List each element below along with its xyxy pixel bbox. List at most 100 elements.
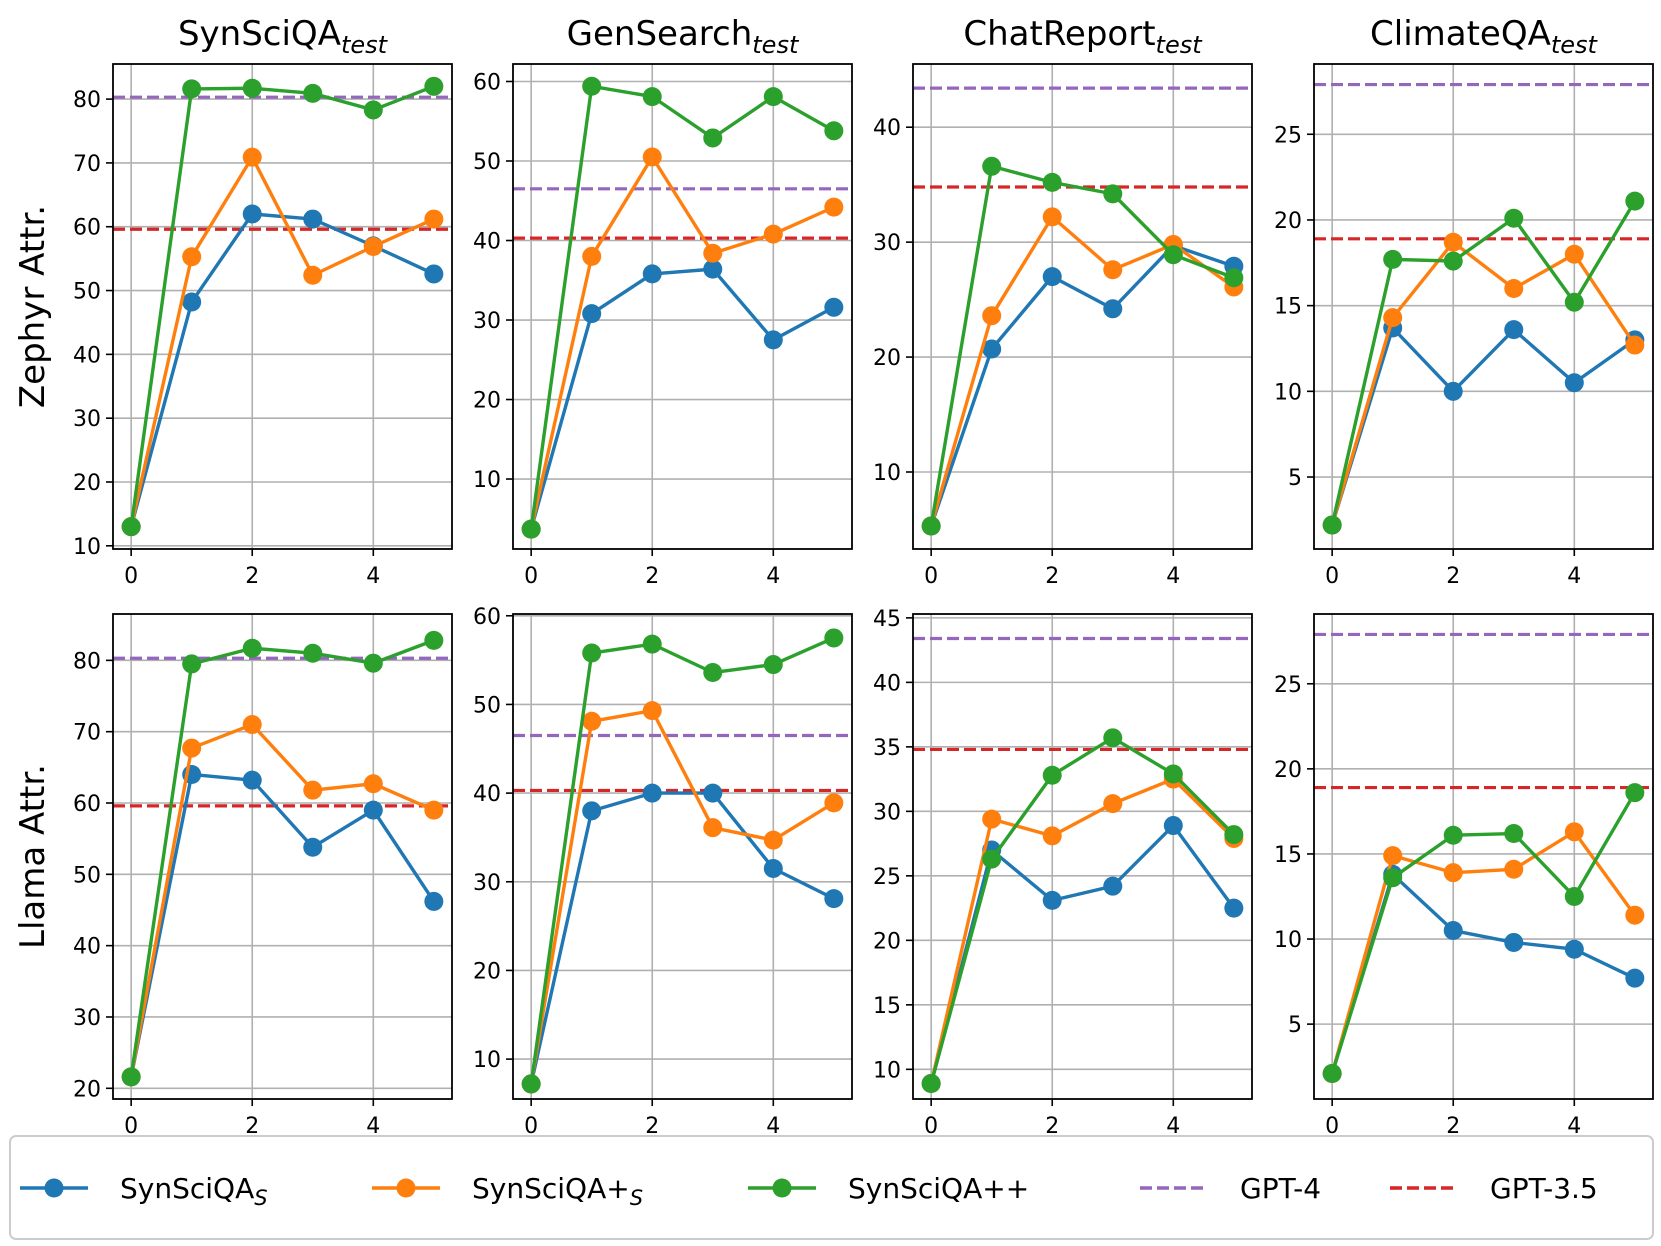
s2-data-point — [1564, 822, 1584, 842]
y-tick-label: 70 — [73, 152, 101, 177]
panel-0-3: 0 2 4 5 10 15 20 25 — [1274, 63, 1654, 589]
s1-data-point — [1504, 932, 1524, 952]
y-tick-label: 50 — [473, 693, 501, 718]
s2-series-line — [129, 722, 435, 1078]
s1-data-point — [582, 801, 602, 821]
s3-data-point — [582, 76, 602, 96]
s1-data-point — [1103, 299, 1123, 319]
s1-data-point — [1625, 968, 1645, 988]
x-tick-label: 4 — [366, 564, 380, 589]
s2-data-point — [1383, 846, 1403, 866]
axes-frame — [912, 63, 1253, 550]
s1-series-line — [929, 243, 1235, 527]
y-tick-label: 80 — [73, 88, 101, 113]
panel-0-1: 0 2 4 10 20 30 40 50 60 — [473, 63, 853, 589]
s1-data-point — [182, 292, 202, 312]
y-tick-label: 10 — [873, 1058, 901, 1083]
y-tick-label: 30 — [473, 871, 501, 896]
s3-data-point — [424, 630, 444, 650]
s2-data-point — [982, 809, 1002, 829]
s1-data-point — [242, 770, 262, 790]
axes-frame — [112, 613, 453, 1100]
x-tick-label: 2 — [1045, 564, 1059, 589]
x-tick-label: 4 — [766, 564, 780, 589]
x-tick-label: 2 — [645, 1114, 659, 1139]
y-tick-label: 5 — [1288, 466, 1302, 491]
s2-data-point — [703, 818, 723, 838]
y-tick-label: 40 — [873, 671, 901, 696]
s1-series-line — [129, 212, 435, 528]
y-tick-label: 10 — [473, 468, 501, 493]
y-tick-label: 15 — [1274, 843, 1302, 868]
axes-frame — [512, 63, 853, 550]
s3-series-line — [129, 638, 435, 1078]
s1-series-line — [529, 791, 835, 1085]
s1-data-point — [242, 204, 262, 224]
y-tick-label: 10 — [873, 461, 901, 486]
s3-series-line — [529, 84, 835, 530]
x-tick-label: 0 — [924, 1114, 938, 1139]
s3-data-point — [824, 121, 844, 141]
s1-data-point — [1564, 373, 1584, 393]
y-tick-label: 10 — [1274, 928, 1302, 953]
legend: SynSciQAS SynSciQA+S SynSciQA++ GPT-4 GPT-3.… — [9, 1135, 1654, 1240]
y-tick-label: 70 — [73, 721, 101, 746]
s3-data-point — [1224, 825, 1244, 845]
s2-data-point — [1564, 244, 1584, 264]
row-ylabel: Llama Attr. — [13, 764, 53, 949]
legend-entry-s3: SynSciQA++ — [748, 1172, 1029, 1205]
y-tick-label: 25 — [1274, 123, 1302, 148]
s2-series-line — [529, 708, 835, 1085]
legend-entry-gpt4: GPT-4 — [1140, 1172, 1321, 1205]
x-tick-label: 4 — [366, 1114, 380, 1139]
s2-data-point — [242, 715, 262, 735]
x-tick-label: 0 — [924, 564, 938, 589]
s2-data-point — [1625, 335, 1645, 355]
s2-series-line — [1330, 240, 1637, 526]
s3-data-point — [582, 643, 602, 663]
x-tick-label: 0 — [124, 564, 138, 589]
legend-entry-s1: SynSciQAS — [20, 1172, 268, 1210]
s2-series-line — [129, 155, 435, 528]
y-tick-label: 20 — [873, 929, 901, 954]
s1-series-line — [1330, 326, 1636, 526]
y-tick-label: 40 — [73, 343, 101, 368]
panel-1-3: 0 2 4 5 10 15 20 25 — [1274, 613, 1654, 1139]
s2-data-point — [763, 830, 783, 850]
y-tick-label: 60 — [473, 605, 501, 630]
s2-data-point — [363, 774, 383, 794]
s2-data-point — [1504, 279, 1524, 299]
x-tick-label: 0 — [524, 1114, 538, 1139]
y-tick-label: 40 — [73, 935, 101, 960]
s1-data-point — [1564, 939, 1584, 959]
x-tick-label: 0 — [1325, 1114, 1339, 1139]
s2-data-point — [242, 147, 262, 167]
s3-data-point — [1224, 268, 1244, 288]
s3-data-point — [921, 516, 941, 536]
s3-data-point — [982, 156, 1002, 176]
legend-label: SynSciQA+S — [472, 1172, 643, 1210]
panel-1-2: 0 2 4 10 15 20 25 30 35 40 45 — [873, 607, 1253, 1139]
s2-series-line — [929, 215, 1235, 527]
s1-data-point — [703, 783, 723, 803]
s3-data-point — [1564, 292, 1584, 312]
s3-data-point — [1322, 515, 1342, 535]
s2-data-point — [182, 247, 202, 267]
column-title: ChatReporttest — [963, 14, 1203, 59]
column-title: ClimateQAtest — [1370, 14, 1599, 59]
s3-data-point — [182, 79, 202, 99]
s1-series-line — [529, 267, 835, 530]
s3-data-point — [121, 517, 141, 537]
s3-data-point — [1383, 249, 1403, 269]
s3-data-point — [363, 653, 383, 673]
s2-data-point — [582, 246, 602, 266]
s3-data-point — [521, 1074, 541, 1094]
s3-data-point — [1163, 245, 1183, 265]
y-tick-label: 60 — [73, 792, 101, 817]
s2-data-point — [763, 224, 783, 244]
s3-data-point — [1322, 1063, 1342, 1083]
s2-data-point — [824, 197, 844, 217]
x-tick-label: 0 — [124, 1114, 138, 1139]
s2-data-point — [1103, 794, 1123, 814]
